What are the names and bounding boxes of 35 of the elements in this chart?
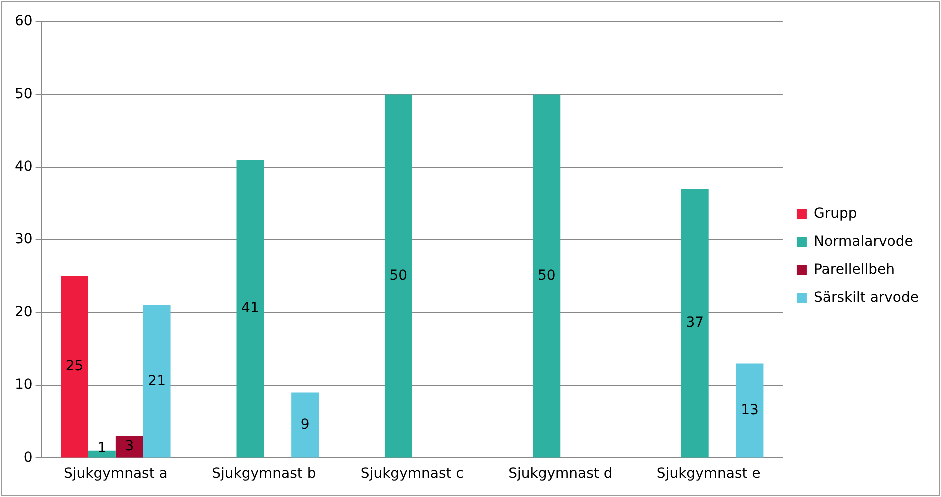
data-label: 41 — [242, 300, 260, 317]
bar — [384, 94, 412, 458]
data-label: 25 — [66, 358, 84, 375]
y-tick-label: 0 — [24, 450, 33, 466]
y-tick-label: 30 — [14, 232, 33, 248]
data-label: 50 — [538, 268, 556, 284]
y-tick-label: 20 — [14, 304, 33, 320]
data-label: 9 — [300, 416, 310, 433]
y-tick-label: 50 — [14, 86, 33, 102]
data-label: 13 — [741, 402, 759, 418]
bar — [292, 392, 320, 458]
bar — [736, 364, 764, 458]
legend-label: Särskilt arvode — [814, 290, 920, 306]
bar — [236, 160, 264, 458]
x-tick-label: Sjukgymnast a — [64, 466, 168, 482]
data-label: 50 — [390, 268, 408, 284]
x-tick-label: Sjukgymnast d — [508, 466, 613, 482]
legend-label: Grupp — [814, 206, 858, 222]
bar — [116, 436, 144, 458]
legend-label: Parellellbeh — [814, 262, 895, 278]
y-tick-label: 60 — [14, 14, 33, 30]
bar — [61, 276, 89, 458]
x-tick-label: Sjukgymnast b — [212, 466, 316, 482]
data-label: 37 — [686, 315, 704, 332]
bar — [681, 189, 709, 458]
bar — [88, 450, 116, 458]
bar — [143, 306, 171, 458]
y-tick-label: 10 — [14, 377, 33, 394]
x-tick-label: Sjukgymnast e — [656, 466, 761, 482]
x-tick-label: Sjukgymnast c — [360, 466, 464, 482]
bar — [533, 94, 561, 458]
y-tick-label: 40 — [14, 159, 33, 176]
data-label: 21 — [148, 373, 166, 390]
legend-label: Normalarvode — [814, 234, 914, 250]
data-label: 3 — [125, 438, 134, 455]
